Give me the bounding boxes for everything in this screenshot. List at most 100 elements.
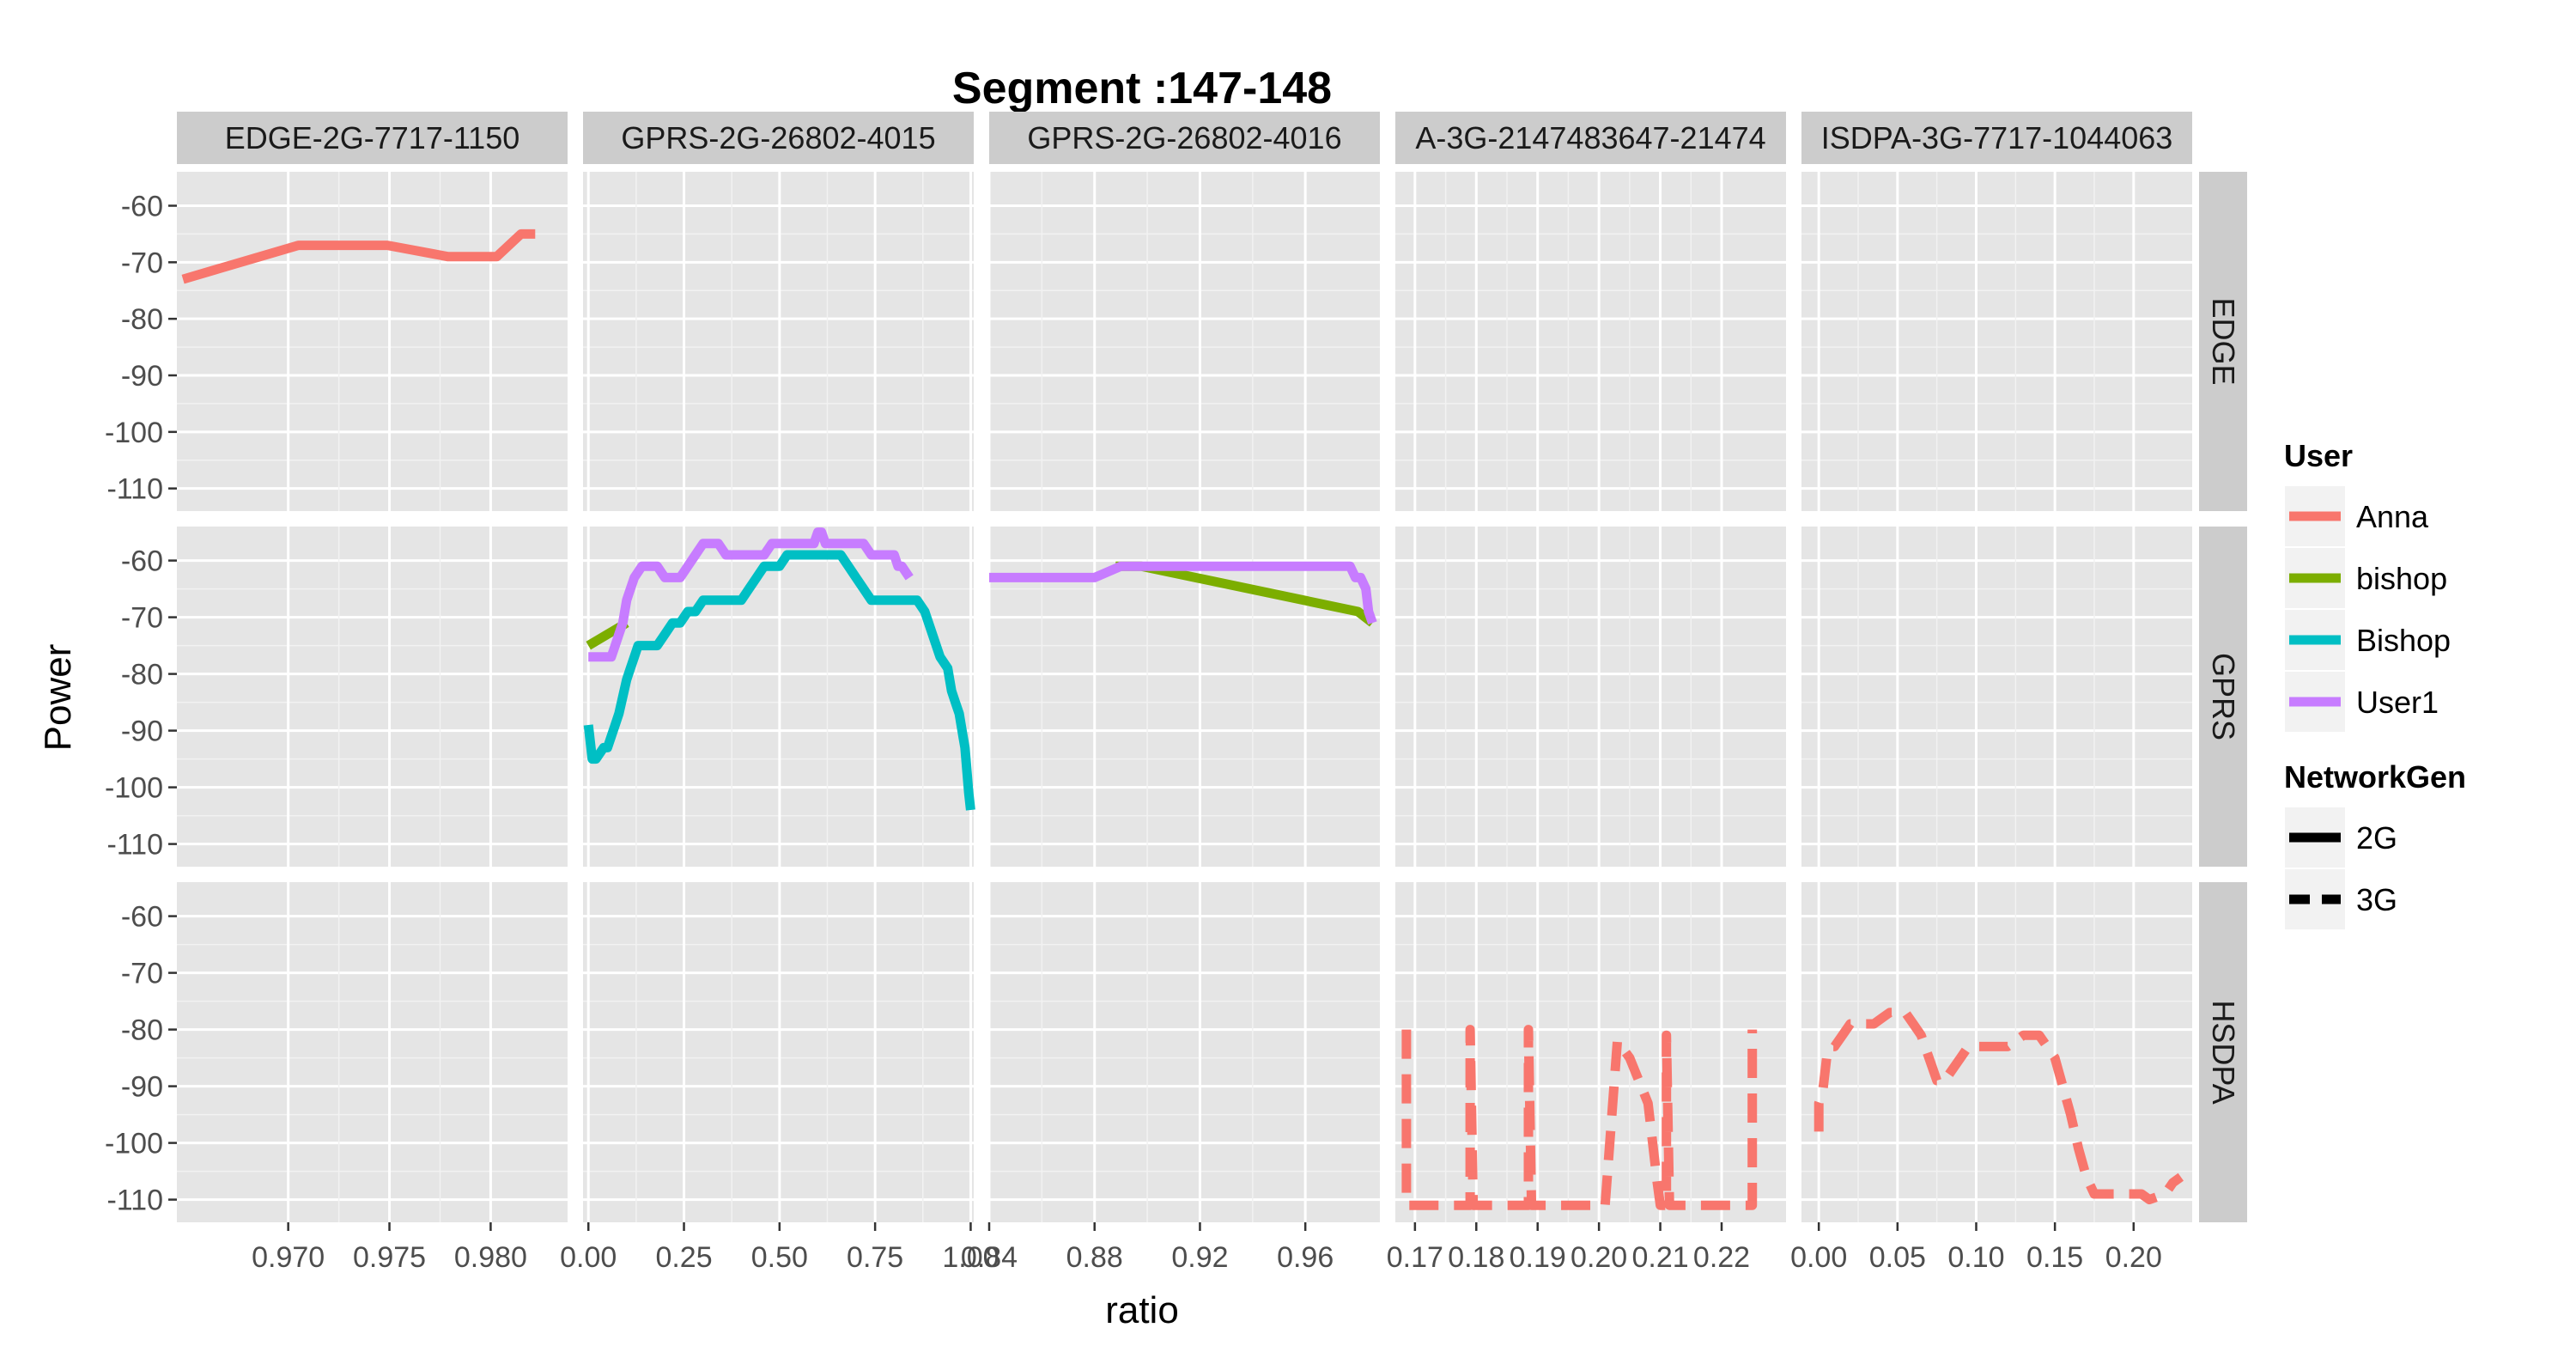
x-tick-label: 0.75 bbox=[847, 1241, 903, 1274]
strip-background bbox=[2199, 172, 2247, 511]
series-line-Anna-2G bbox=[181, 228, 536, 284]
panel-background bbox=[1801, 527, 2192, 867]
x-tick-label: 0.20 bbox=[2105, 1241, 2162, 1274]
panel-GPRS-2G-26802-4015-EDGE bbox=[583, 172, 974, 511]
y-tick-label: -70 bbox=[121, 247, 163, 279]
x-tick-label: 0.975 bbox=[353, 1241, 426, 1274]
legend-label: Anna bbox=[2356, 499, 2429, 534]
strip-background bbox=[2199, 527, 2247, 867]
series-layer bbox=[181, 228, 2184, 1210]
legend-entry-User1: User1 bbox=[2283, 670, 2439, 734]
panel-ISDPA-3G-7717-1044063-EDGE bbox=[1801, 172, 2192, 511]
legend-label: 3G bbox=[2356, 882, 2397, 917]
column-strip-label: ISDPA-3G-7717-1044063 bbox=[1821, 120, 2173, 155]
column-strip-label: A-3G-2147483647-21474 bbox=[1415, 120, 1765, 155]
series-line-Anna-3G bbox=[1814, 1008, 2184, 1205]
y-tick-label: -60 bbox=[121, 901, 163, 934]
column-strip-label: GPRS-2G-26802-4015 bbox=[621, 120, 935, 155]
legend-title: User bbox=[2284, 438, 2353, 473]
panel-A-3G-2147483647-21474-EDGE bbox=[1395, 172, 1786, 511]
row-strip-label: EDGE bbox=[2206, 297, 2241, 385]
x-tick-label: 0.50 bbox=[751, 1241, 808, 1274]
panel-background bbox=[1801, 172, 2192, 511]
x-tick-label: 0.15 bbox=[2026, 1241, 2083, 1274]
y-tick-label: -110 bbox=[106, 829, 163, 862]
x-axis-GPRS-2G-26802-4015: 0.00 0.25 0.50 0.75 1.00 bbox=[560, 1222, 999, 1274]
y-tick-label: -90 bbox=[121, 1071, 163, 1104]
column-strip-label: GPRS-2G-26802-4016 bbox=[1027, 120, 1341, 155]
y-tick-label: -80 bbox=[121, 303, 163, 336]
legend-label: User1 bbox=[2356, 685, 2439, 720]
y-tick-label: -80 bbox=[121, 659, 163, 691]
panel-GPRS-2G-26802-4015-GPRS bbox=[583, 527, 974, 867]
legend-label: 2G bbox=[2356, 820, 2397, 856]
panel-ISDPA-3G-7717-1044063-HSDPA bbox=[1801, 882, 2192, 1222]
column-strip: ISDPA-3G-7717-1044063 bbox=[1801, 112, 2192, 164]
panel-GPRS-2G-26802-4016-EDGE bbox=[987, 172, 1380, 511]
x-axis-A-3G-2147483647-21474: 0.17 0.18 0.19 0.20 0.21 0.22 bbox=[1387, 1222, 1750, 1274]
panel-background bbox=[1801, 882, 2192, 1222]
x-tick-label: 0.92 bbox=[1171, 1241, 1228, 1274]
strip-background bbox=[583, 112, 974, 164]
series-line-User1-2G bbox=[587, 527, 914, 662]
row-strips: EDGE GPRS HSDPA bbox=[2199, 172, 2247, 1222]
x-tick-label: 0.20 bbox=[1571, 1241, 1627, 1274]
strip-background bbox=[1801, 112, 2192, 164]
y-tick-label: -90 bbox=[121, 716, 163, 748]
x-tick-label: 0.970 bbox=[252, 1241, 325, 1274]
panel-EDGE-2G-7717-1150-EDGE bbox=[177, 172, 568, 511]
legend-entry-Bishop: Bishop bbox=[2283, 608, 2451, 672]
legend-label: bishop bbox=[2356, 561, 2447, 596]
y-axis-GPRS: -60 -70 -80 -90 -100 -110 bbox=[105, 545, 177, 862]
y-tick-label: -70 bbox=[121, 602, 163, 635]
y-tick-label: -80 bbox=[121, 1014, 163, 1047]
panel-ISDPA-3G-7717-1044063-GPRS bbox=[1801, 527, 2192, 867]
row-strip: HSDPA bbox=[2199, 882, 2247, 1222]
x-axis-GPRS-2G-26802-4016: 0.84 0.88 0.92 0.96 bbox=[961, 1222, 1334, 1274]
panel-background bbox=[177, 882, 568, 1222]
row-strip-label: HSDPA bbox=[2206, 1000, 2241, 1104]
y-tick-label: -90 bbox=[121, 360, 163, 393]
y-axis-EDGE: -60 -70 -80 -90 -100 -110 bbox=[105, 191, 177, 506]
column-strips: EDGE-2G-7717-1150 GPRS-2G-26802-4015 GPRS-… bbox=[177, 112, 2192, 164]
y-axis-title: Power bbox=[37, 644, 79, 752]
panel-EDGE-2G-7717-1150-GPRS bbox=[177, 527, 568, 867]
panel-background bbox=[989, 527, 1380, 867]
x-axis-ISDPA-3G-7717-1044063: 0.00 0.05 0.10 0.15 0.20 bbox=[1790, 1222, 2162, 1274]
column-strip: GPRS-2G-26802-4015 bbox=[583, 112, 974, 164]
x-tick-label: 0.96 bbox=[1277, 1241, 1334, 1274]
x-tick-label: 1.00 bbox=[942, 1241, 999, 1274]
column-strip: GPRS-2G-26802-4016 bbox=[989, 112, 1380, 164]
x-tick-label: 0.88 bbox=[1066, 1241, 1123, 1274]
x-tick-label: 0.18 bbox=[1448, 1241, 1504, 1274]
column-strip: EDGE-2G-7717-1150 bbox=[177, 112, 568, 164]
legend-label: Bishop bbox=[2356, 623, 2451, 658]
x-tick-label: 0.05 bbox=[1869, 1241, 1926, 1274]
x-tick-label: 0.10 bbox=[1947, 1241, 2004, 1274]
y-tick-label: -60 bbox=[121, 191, 163, 223]
panel-GPRS-2G-26802-4016-HSDPA bbox=[987, 882, 1380, 1222]
panel-background bbox=[989, 172, 1380, 511]
x-tick-label: 0.25 bbox=[655, 1241, 712, 1274]
panel-background bbox=[177, 527, 568, 867]
row-strip: GPRS bbox=[2199, 527, 2247, 867]
x-axes: 0.970 0.975 0.980 0.00 0.25 0.50 0.75 1.000.84 0… bbox=[252, 1222, 2162, 1274]
x-tick-label: 0.22 bbox=[1693, 1241, 1750, 1274]
strip-background bbox=[1395, 112, 1786, 164]
y-tick-label: -110 bbox=[106, 1185, 163, 1217]
row-strip: EDGE bbox=[2199, 172, 2247, 511]
x-tick-label: 0.980 bbox=[454, 1241, 527, 1274]
panel-GPRS-2G-26802-4016-GPRS bbox=[987, 527, 1380, 867]
legend-title: NetworkGen bbox=[2284, 759, 2466, 795]
y-tick-label: -70 bbox=[121, 958, 163, 990]
column-strip: A-3G-2147483647-21474 bbox=[1395, 112, 1786, 164]
strip-background bbox=[2199, 882, 2247, 1222]
panel-GPRS-2G-26802-4015-HSDPA bbox=[583, 882, 974, 1222]
column-strip-label: EDGE-2G-7717-1150 bbox=[225, 120, 520, 155]
x-axis-title: ratio bbox=[1105, 1289, 1179, 1331]
y-tick-label: -110 bbox=[106, 473, 163, 506]
y-tick-label: -100 bbox=[105, 1128, 163, 1160]
series-line-Anna-3G bbox=[1401, 1025, 1758, 1210]
